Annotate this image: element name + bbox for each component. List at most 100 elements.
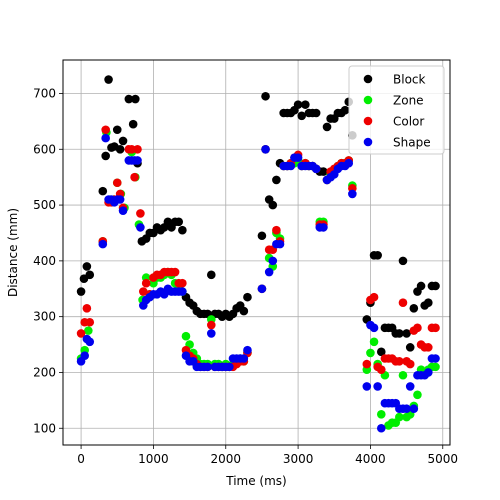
data-point	[82, 304, 92, 313]
data-point	[261, 91, 270, 101]
data-point	[85, 337, 95, 347]
data-point	[206, 270, 216, 280]
y-axis-label: Distance (mm)	[6, 208, 20, 297]
legend-box	[348, 65, 445, 155]
data-point	[402, 329, 411, 338]
data-point	[395, 412, 404, 422]
data-point	[369, 292, 379, 302]
data-point	[366, 348, 375, 358]
data-point	[76, 287, 86, 296]
data-point	[362, 359, 372, 369]
legend-label-shape: Shape	[393, 136, 431, 150]
data-point	[115, 195, 125, 204]
legend-marker-block	[363, 74, 373, 84]
legend-marker-color	[363, 116, 373, 126]
data-point	[128, 119, 138, 129]
data-point	[405, 382, 415, 391]
y-tick-label: 500	[33, 198, 56, 212]
data-point	[424, 298, 433, 308]
axis-ticks: 0 1000 2000 3000 4000 5000 100 200 300 400 500 600 7…	[33, 86, 458, 466]
data-point	[239, 354, 249, 363]
data-point	[136, 209, 145, 218]
data-point	[311, 108, 321, 118]
data-point	[178, 225, 187, 235]
data-point	[118, 206, 128, 215]
data-point	[85, 270, 95, 280]
data-point	[101, 151, 110, 161]
plot-frame	[62, 59, 451, 446]
data-point	[402, 404, 411, 414]
data-point	[76, 329, 86, 338]
y-tick-label: 300	[33, 310, 56, 324]
data-point	[373, 382, 382, 391]
data-point	[344, 158, 354, 168]
data-point	[376, 347, 386, 357]
data-point	[206, 329, 216, 338]
x-tick-label: 2000	[210, 452, 241, 466]
data-point	[409, 404, 419, 414]
data-point	[170, 267, 180, 277]
data-point	[373, 250, 382, 260]
data-point	[138, 287, 148, 296]
data-point	[243, 292, 252, 302]
data-point	[118, 136, 128, 146]
data-point	[130, 172, 139, 182]
data-point	[112, 178, 122, 188]
legend-label-zone: Zone	[393, 94, 424, 108]
x-tick-label: 0	[77, 452, 85, 466]
series-shape	[76, 133, 440, 433]
data-point	[272, 225, 281, 235]
data-point	[203, 362, 212, 372]
data-point	[257, 284, 267, 294]
grid	[63, 60, 450, 445]
data-point	[413, 390, 422, 400]
data-point	[141, 278, 151, 288]
data-point	[178, 278, 187, 288]
data-point	[398, 256, 408, 266]
data-point	[206, 320, 216, 330]
data-point	[112, 125, 122, 135]
data-point	[261, 144, 270, 154]
data-point	[398, 370, 408, 380]
data-point	[340, 105, 350, 115]
data-point	[362, 382, 372, 391]
data-point	[104, 75, 113, 84]
data-point	[268, 200, 278, 210]
data-point	[286, 161, 296, 171]
y-tick-label: 700	[33, 86, 56, 100]
y-tick-label: 200	[33, 365, 56, 379]
data-point	[395, 357, 404, 366]
data-point	[322, 122, 332, 132]
data-point	[369, 323, 379, 333]
x-tick-label: 3000	[283, 452, 314, 466]
data-point	[348, 189, 357, 199]
data-point	[376, 365, 386, 374]
data-point	[239, 306, 249, 316]
x-tick-label: 4000	[355, 452, 386, 466]
data-point	[398, 298, 408, 308]
data-point	[178, 287, 187, 296]
data-point	[85, 317, 95, 327]
data-point	[319, 223, 328, 232]
data-point	[275, 239, 285, 249]
data-point	[136, 223, 145, 232]
data-point	[395, 329, 404, 338]
data-point	[376, 423, 386, 433]
data-point	[424, 343, 433, 352]
data-point	[431, 281, 440, 291]
data-point	[268, 256, 278, 266]
data-point	[409, 304, 419, 313]
legend-marker-shape	[363, 137, 373, 147]
data-points	[76, 75, 440, 433]
data-point	[124, 94, 134, 104]
data-point	[405, 359, 415, 369]
data-point	[416, 281, 426, 291]
legend: Block Zone Color Shape	[348, 65, 445, 155]
data-point	[84, 326, 93, 335]
data-point	[181, 331, 191, 341]
legend-marker-zone	[363, 95, 373, 105]
data-point	[98, 239, 108, 249]
y-tick-label: 600	[33, 142, 56, 156]
y-tick-label: 400	[33, 254, 56, 268]
